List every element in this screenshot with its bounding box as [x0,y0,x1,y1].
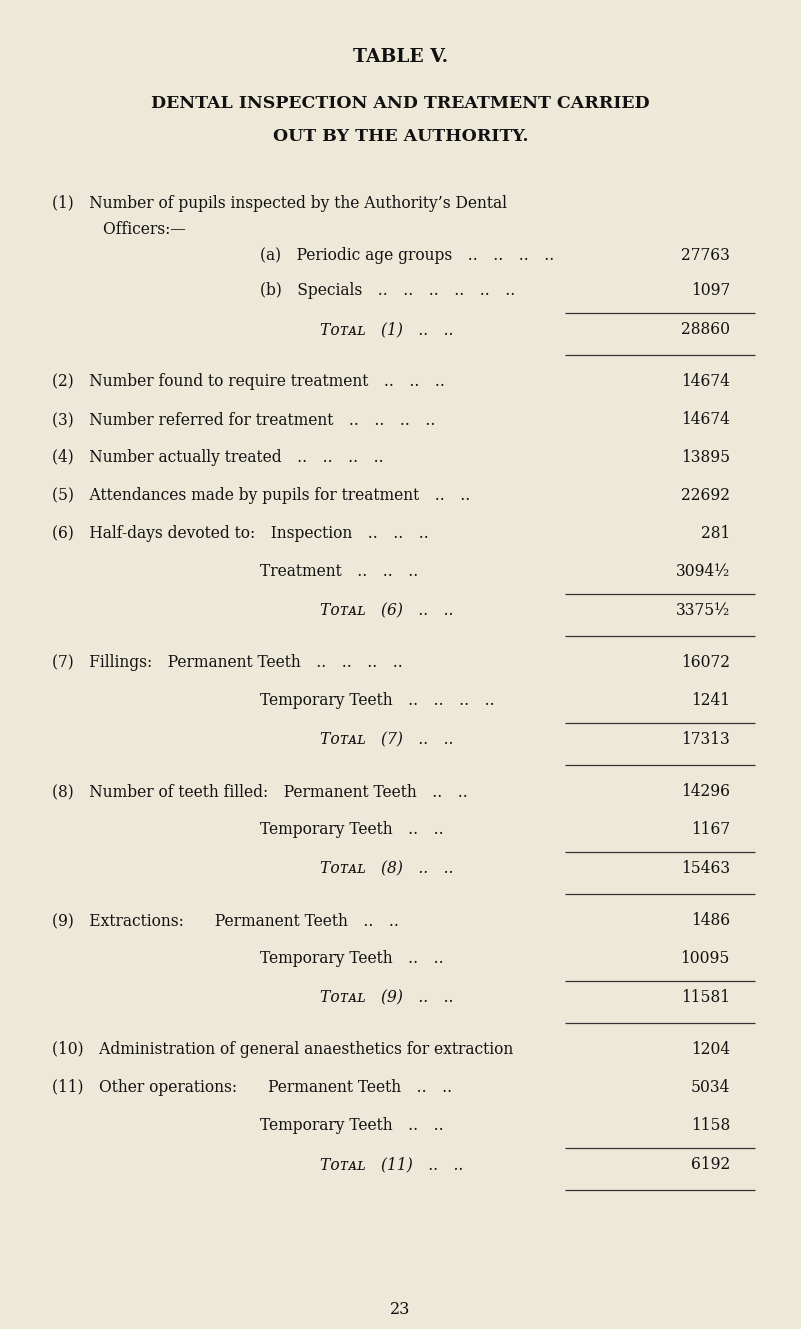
Text: (a) Periodic age groups .. .. .. ..: (a) Periodic age groups .. .. .. .. [260,247,554,264]
Text: (b) Specials .. .. .. .. .. ..: (b) Specials .. .. .. .. .. .. [260,282,515,299]
Text: Tᴏᴛᴀʟ (11) .. ..: Tᴏᴛᴀʟ (11) .. .. [320,1156,463,1174]
Text: (4) Number actually treated .. .. .. ..: (4) Number actually treated .. .. .. .. [52,449,384,466]
Text: (11) Other operations:  Permanent Teeth .. ..: (11) Other operations: Permanent Teeth .… [52,1079,452,1096]
Text: 15463: 15463 [681,860,730,877]
Text: 14296: 14296 [681,783,730,800]
Text: 5034: 5034 [690,1079,730,1096]
Text: DENTAL INSPECTION AND TREATMENT CARRIED: DENTAL INSPECTION AND TREATMENT CARRIED [151,94,650,112]
Text: 16072: 16072 [681,654,730,671]
Text: 1241: 1241 [691,692,730,708]
Text: (6) Half-days devoted to: Inspection .. .. ..: (6) Half-days devoted to: Inspection .. … [52,525,429,542]
Text: 14674: 14674 [681,373,730,389]
Text: 1204: 1204 [691,1041,730,1058]
Text: Temporary Teeth .. ..: Temporary Teeth .. .. [260,821,444,839]
Text: 14674: 14674 [681,411,730,428]
Text: (8) Number of teeth filled: Permanent Teeth .. ..: (8) Number of teeth filled: Permanent Te… [52,783,468,800]
Text: Tᴏᴛᴀʟ (9) .. ..: Tᴏᴛᴀʟ (9) .. .. [320,989,453,1006]
Text: 281: 281 [701,525,730,542]
Text: 22692: 22692 [681,486,730,504]
Text: (7) Fillings: Permanent Teeth .. .. .. ..: (7) Fillings: Permanent Teeth .. .. .. .… [52,654,403,671]
Text: Temporary Teeth .. .. .. ..: Temporary Teeth .. .. .. .. [260,692,495,708]
Text: 27763: 27763 [681,247,730,264]
Text: 17313: 17313 [681,731,730,748]
Text: (1) Number of pupils inspected by the Authority’s Dental: (1) Number of pupils inspected by the Au… [52,195,507,213]
Text: 6192: 6192 [690,1156,730,1174]
Text: Treatment .. .. ..: Treatment .. .. .. [260,563,418,579]
Text: Tᴏᴛᴀʟ (6) .. ..: Tᴏᴛᴀʟ (6) .. .. [320,602,453,619]
Text: 13895: 13895 [681,449,730,466]
Text: 11581: 11581 [681,989,730,1006]
Text: 3094½: 3094½ [676,563,730,579]
Text: 10095: 10095 [681,950,730,968]
Text: Tᴏᴛᴀʟ (8) .. ..: Tᴏᴛᴀʟ (8) .. .. [320,860,453,877]
Text: 1486: 1486 [691,912,730,929]
Text: (9) Extractions:  Permanent Teeth .. ..: (9) Extractions: Permanent Teeth .. .. [52,912,399,929]
Text: TABLE V.: TABLE V. [353,48,448,66]
Text: 23: 23 [390,1301,411,1318]
Text: 1167: 1167 [691,821,730,839]
Text: (10) Administration of general anaesthetics for extraction: (10) Administration of general anaesthet… [52,1041,513,1058]
Text: Temporary Teeth .. ..: Temporary Teeth .. .. [260,1116,444,1134]
Text: 1097: 1097 [690,282,730,299]
Text: OUT BY THE AUTHORITY.: OUT BY THE AUTHORITY. [273,128,528,145]
Text: (2) Number found to require treatment .. .. ..: (2) Number found to require treatment ..… [52,373,445,389]
Text: (3) Number referred for treatment .. .. .. ..: (3) Number referred for treatment .. .. … [52,411,436,428]
Text: 1158: 1158 [690,1116,730,1134]
Text: Tᴏᴛᴀʟ (1) .. ..: Tᴏᴛᴀʟ (1) .. .. [320,322,453,338]
Text: 3375½: 3375½ [676,602,730,619]
Text: Tᴏᴛᴀʟ (7) .. ..: Tᴏᴛᴀʟ (7) .. .. [320,731,453,748]
Text: Temporary Teeth .. ..: Temporary Teeth .. .. [260,950,444,968]
Text: (5) Attendances made by pupils for treatment .. ..: (5) Attendances made by pupils for treat… [52,486,470,504]
Text: Officers:—: Officers:— [72,221,186,238]
Text: 28860: 28860 [681,322,730,338]
